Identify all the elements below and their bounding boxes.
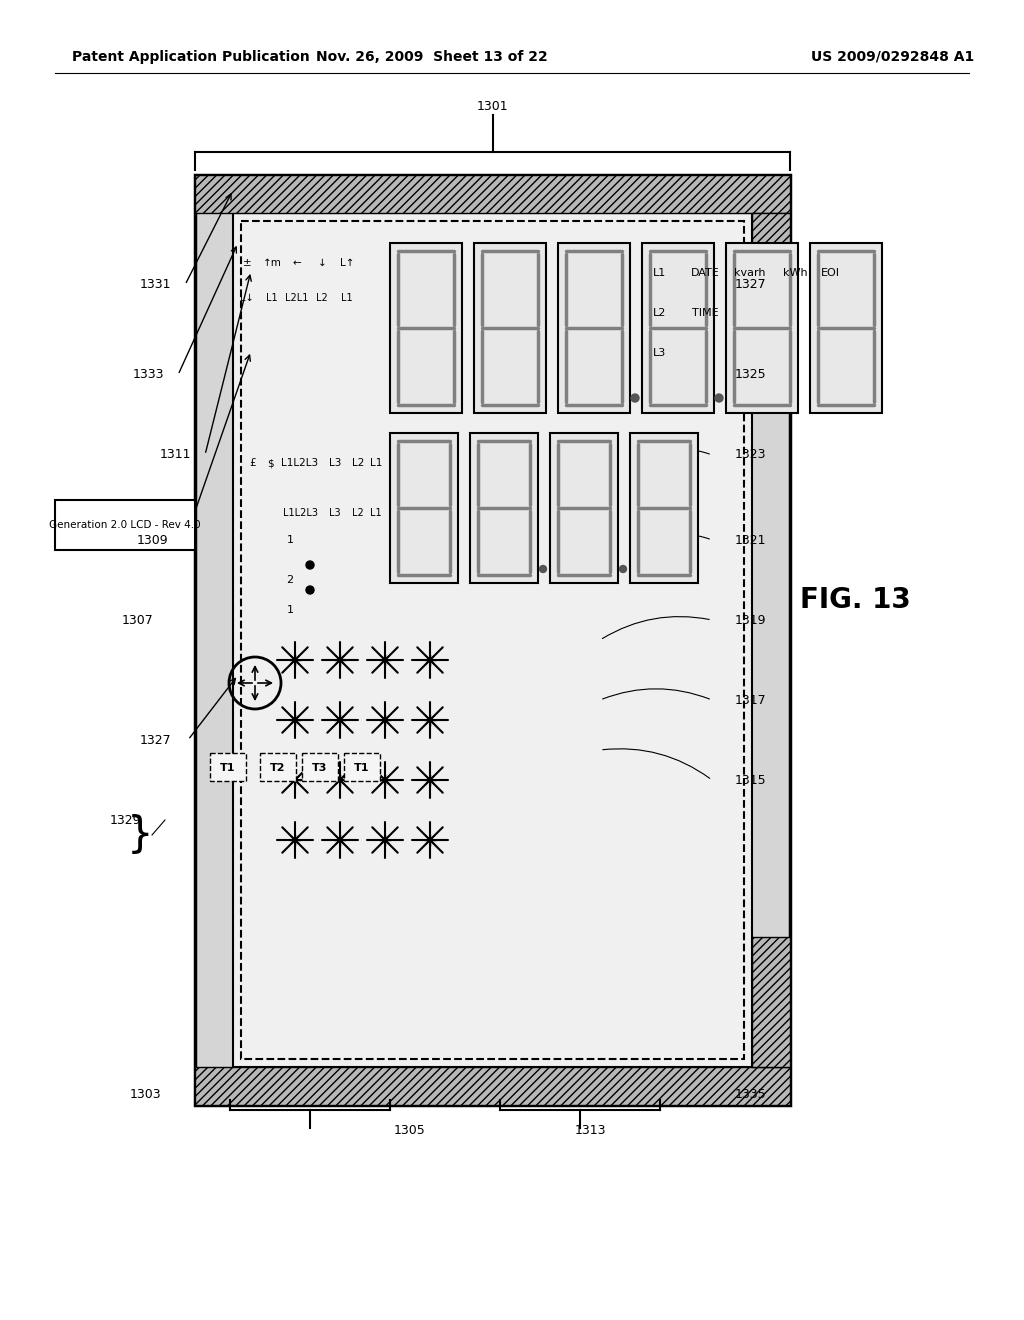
Bar xyxy=(810,243,882,413)
Text: ↓: ↓ xyxy=(317,257,327,268)
Text: 1325: 1325 xyxy=(734,368,766,381)
Text: L1: L1 xyxy=(653,268,667,279)
Text: L3: L3 xyxy=(653,348,667,358)
Text: 1307: 1307 xyxy=(122,614,154,627)
Text: £: £ xyxy=(250,458,256,469)
Bar xyxy=(195,176,790,1105)
Text: T1: T1 xyxy=(354,763,370,774)
Text: L1: L1 xyxy=(370,458,382,469)
Bar xyxy=(195,176,790,213)
Text: kWh: kWh xyxy=(782,268,807,279)
Text: 1315: 1315 xyxy=(734,774,766,787)
Text: L1: L1 xyxy=(341,293,353,304)
Text: Nov. 26, 2009  Sheet 13 of 22: Nov. 26, 2009 Sheet 13 of 22 xyxy=(316,50,548,63)
Text: T1: T1 xyxy=(220,763,236,774)
Circle shape xyxy=(715,393,723,403)
Text: 1327: 1327 xyxy=(734,279,766,292)
Text: Generation 2.0 LCD - Rev 4.0: Generation 2.0 LCD - Rev 4.0 xyxy=(49,520,201,531)
Text: 1333: 1333 xyxy=(132,368,164,381)
Text: 1331: 1331 xyxy=(139,279,171,292)
Bar xyxy=(474,243,546,413)
Text: ±: ± xyxy=(243,257,251,268)
Text: T2: T2 xyxy=(270,763,286,774)
Text: L1: L1 xyxy=(266,293,278,304)
Text: 2: 2 xyxy=(287,576,294,585)
Bar xyxy=(260,752,296,781)
Text: $: $ xyxy=(266,458,273,469)
Text: 1321: 1321 xyxy=(734,533,766,546)
Bar xyxy=(195,1067,790,1105)
Text: 1335: 1335 xyxy=(734,1089,766,1101)
Bar xyxy=(726,243,798,413)
Text: kvarh: kvarh xyxy=(734,268,766,279)
Text: ←: ← xyxy=(293,257,301,268)
Text: L2: L2 xyxy=(316,293,328,304)
Text: 1319: 1319 xyxy=(734,614,766,627)
Text: 1313: 1313 xyxy=(574,1123,606,1137)
Bar xyxy=(210,752,246,781)
Circle shape xyxy=(306,561,314,569)
Bar xyxy=(642,243,714,413)
Text: ↑m: ↑m xyxy=(262,257,282,268)
Text: L1: L1 xyxy=(371,508,382,517)
Circle shape xyxy=(631,393,639,403)
Bar xyxy=(241,220,744,1059)
Bar xyxy=(390,243,462,413)
Text: EOI: EOI xyxy=(820,268,840,279)
Text: DATE: DATE xyxy=(690,268,720,279)
Bar xyxy=(558,243,630,413)
Text: TIME: TIME xyxy=(691,308,718,318)
Text: 1311: 1311 xyxy=(160,449,190,462)
Text: T3: T3 xyxy=(312,763,328,774)
Circle shape xyxy=(540,565,547,573)
Text: L2: L2 xyxy=(352,508,364,517)
Text: 1327: 1327 xyxy=(139,734,171,747)
Text: L↑: L↑ xyxy=(340,257,354,268)
Text: 1303: 1303 xyxy=(129,1089,161,1101)
Text: L↓: L↓ xyxy=(241,293,254,304)
Text: L2L1: L2L1 xyxy=(286,293,308,304)
Text: 1329: 1329 xyxy=(110,813,140,826)
Text: US 2009/0292848 A1: US 2009/0292848 A1 xyxy=(811,50,975,63)
Bar xyxy=(470,433,538,583)
Text: 1: 1 xyxy=(287,535,294,545)
Text: FIG. 13: FIG. 13 xyxy=(800,586,910,614)
Text: 1309: 1309 xyxy=(136,533,168,546)
Bar xyxy=(390,433,458,583)
Text: L2: L2 xyxy=(352,458,365,469)
Bar xyxy=(550,433,618,583)
Text: L1L2L3: L1L2L3 xyxy=(283,508,317,517)
Text: 1305: 1305 xyxy=(394,1123,426,1137)
Text: 1317: 1317 xyxy=(734,693,766,706)
Text: 1323: 1323 xyxy=(734,449,766,462)
Circle shape xyxy=(620,565,627,573)
Circle shape xyxy=(306,586,314,594)
Text: L3: L3 xyxy=(329,458,341,469)
Text: }: } xyxy=(127,814,154,855)
Text: L3: L3 xyxy=(329,508,341,517)
Bar xyxy=(630,433,698,583)
Bar xyxy=(752,213,790,343)
Bar xyxy=(752,937,790,1067)
Text: 1301: 1301 xyxy=(477,100,508,114)
Text: L1L2L3: L1L2L3 xyxy=(282,458,318,469)
Text: Patent Application Publication: Patent Application Publication xyxy=(72,50,309,63)
Bar xyxy=(55,500,195,550)
Bar xyxy=(344,752,380,781)
Text: L2: L2 xyxy=(653,308,667,318)
Text: 1: 1 xyxy=(287,605,294,615)
Bar xyxy=(233,213,752,1067)
Bar xyxy=(302,752,338,781)
